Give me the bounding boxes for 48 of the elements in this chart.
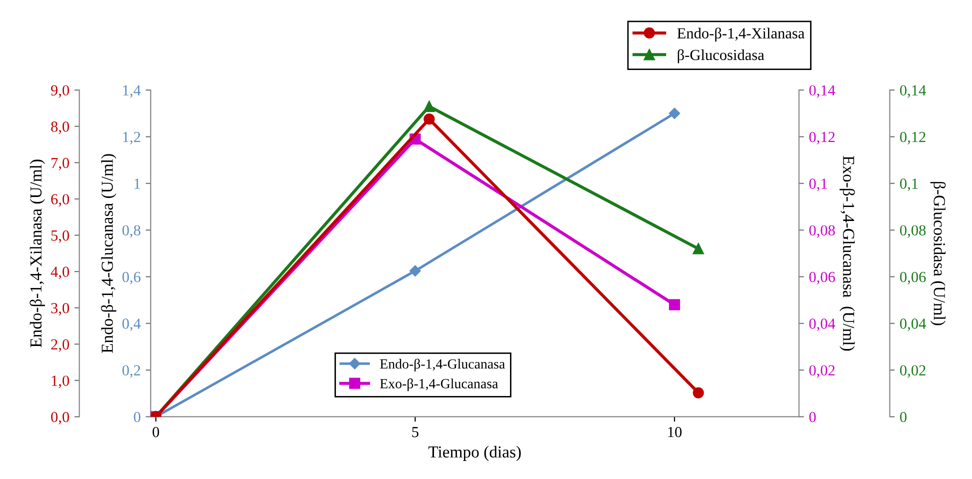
y2-tick-label: 0,0 [51,412,70,424]
y-tick-label: 0,12 [900,132,926,144]
y2-tick-label: 0 [809,412,816,422]
point [410,265,421,276]
legend-label: Endo-β-1,4-Glucanasa [380,358,505,372]
y2-tick-label: 0,06 [809,272,835,284]
y2-axis-title: Endo-β-1,4-Xilanasa (U/ml) [30,160,45,348]
y2-tick-label: 6,0 [51,194,70,207]
x-axis-title: Tiempo (dias) [428,446,521,461]
x-tick-label: 5 [412,427,418,438]
y-tick-label: 0,6 [122,272,140,284]
legend-label: Exo-β-1,4-Glucanasa [380,378,498,392]
y2-tick-label: 8,0 [51,121,70,134]
y2-tick-label: 0,14 [809,85,836,98]
y-axis-title: β-Glucosidasa (U/ml) [930,182,946,326]
y-axis-title: Endo-β-1,4-Glucanasa (U/ml) [101,154,116,353]
y2-tick-label: 4,0 [50,266,70,280]
y-tick-label: 0,1 [900,178,918,192]
y2-tick-label: 7,0 [52,158,70,170]
y2-tick-label: 3,0 [51,302,70,316]
y2-tick-label: 0,1 [809,178,827,192]
y-tick-label: 0,06 [900,272,926,284]
y2-tick-label: 1,0 [52,376,70,388]
y2-tick-label: 9,0 [51,85,70,98]
x-tick-label: 0 [152,426,160,438]
y2-tick-label: 2,0 [51,339,70,352]
y-tick-label: 1,4 [123,85,141,98]
y-tick-label: 1,2 [123,132,140,144]
legend-label: β-Glucosidasa [678,49,764,64]
y-tick-label: 0,04 [900,318,926,332]
y-tick-label: 0,08 [900,225,926,238]
y2-tick-label: 0,04 [809,318,836,332]
y-tick-label: 1 [134,178,140,189]
y2-axis-title: Exo-β-1,4-Glucanasa (U/ml) [840,156,855,351]
x-tick-label: 10 [668,426,682,438]
y-tick-label: 0 [134,412,140,422]
y-tick-label: 0 [900,412,907,422]
y-tick-label: 0,02 [900,365,926,378]
point [668,108,680,119]
y-tick-label: 0,8 [122,225,140,238]
y2-tick-label: 0,12 [809,132,835,144]
y2-tick-label: 5,0 [51,230,70,243]
y-tick-label: 0,14 [900,85,926,98]
y2-tick-label: 0,08 [809,225,835,238]
legend-label: Endo-β-1,4-Xilanasa [677,28,804,42]
y-tick-label: 0,4 [122,318,141,332]
y2-tick-label: 0,02 [809,365,835,378]
y-tick-label: 0,2 [122,365,140,378]
